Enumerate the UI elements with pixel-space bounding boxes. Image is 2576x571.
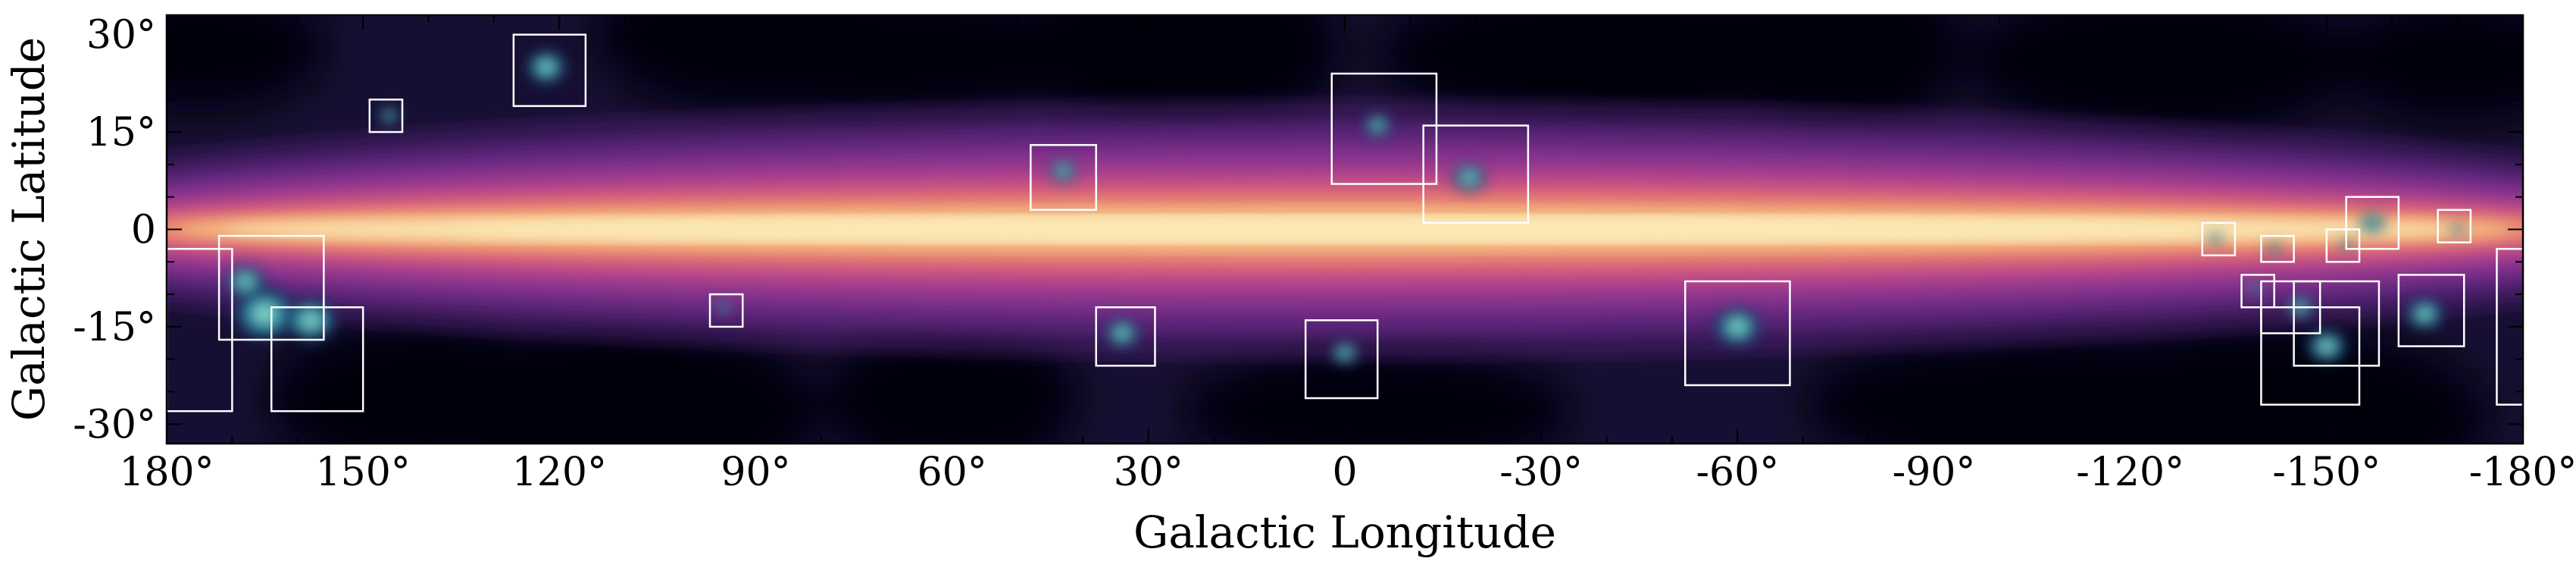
cloud-core	[258, 309, 271, 319]
dark-patch	[2328, 15, 2523, 125]
molecular-cloud	[715, 301, 730, 313]
molecular-cloud	[2267, 243, 2282, 255]
molecular-cloud	[527, 51, 565, 83]
cloud-core	[2322, 343, 2331, 350]
x-tick-label: -90°	[1893, 450, 1976, 495]
region-box	[2397, 274, 2465, 347]
region-box	[167, 247, 233, 413]
cloud-core	[721, 306, 725, 309]
region-box-layer	[167, 33, 2523, 413]
region-box	[2260, 306, 2361, 406]
molecular-cloud	[1050, 160, 1077, 182]
region-box	[2260, 234, 2295, 263]
dark-patch	[1868, 329, 2262, 444]
dark-patch	[1965, 15, 2360, 140]
x-axis-label: Galactic Longitude	[1133, 507, 1556, 558]
region-box	[512, 33, 587, 108]
cloud-core	[387, 114, 392, 118]
x-tick-label: 180°	[119, 450, 214, 495]
molecular-cloud	[1715, 308, 1760, 346]
dark-patch	[167, 15, 329, 112]
region-box	[1330, 72, 1438, 185]
dark-patch	[592, 15, 919, 115]
cloud-core	[2214, 237, 2217, 240]
y-tick-label: 0	[131, 208, 156, 253]
cloud-core	[2272, 247, 2276, 250]
region-box	[2201, 221, 2237, 256]
cloud-core	[2421, 310, 2429, 317]
x-tick-labels: 180° 150° 120° 90° 60° 30° 0 -30° -60° -90° -120° -…	[119, 450, 2576, 495]
cloud-core	[2456, 228, 2459, 231]
x-tick-label: 30°	[1114, 450, 1183, 495]
molecular-cloud	[2307, 331, 2346, 362]
y-tick-labels: 30° 15° 0 -15° -30°	[73, 13, 156, 448]
region-box	[2345, 196, 2400, 250]
region-box	[1095, 306, 1156, 367]
molecular-cloud	[2360, 213, 2384, 233]
region-box	[368, 99, 404, 133]
region-box	[2240, 274, 2275, 309]
x-tick-label: 60°	[918, 450, 987, 495]
y-axis-label: Galactic Latitude	[3, 37, 55, 421]
molecular-cloud	[286, 300, 336, 341]
x-tick-label: 150°	[316, 450, 411, 495]
x-tick-label: 0	[1332, 450, 1357, 495]
x-tick-label: -60°	[1696, 450, 1779, 495]
galactic-plane-emission	[167, 99, 2523, 359]
cloud-core	[1061, 168, 1066, 174]
tick-layer	[166, 15, 2524, 444]
region-box	[2293, 280, 2381, 367]
molecular-cloud	[2407, 299, 2443, 329]
cloud-core	[1465, 174, 1473, 180]
cloud-core	[542, 64, 551, 71]
x-tick-label: -120°	[2076, 450, 2184, 495]
cloud-core	[1733, 323, 1743, 331]
x-tick-label: -150°	[2272, 450, 2381, 495]
x-tick-label: -30°	[1499, 450, 1583, 495]
cloud-core	[241, 278, 249, 285]
molecular-cloud	[1105, 319, 1140, 347]
y-tick-label: -30°	[73, 402, 156, 447]
region-box	[1683, 280, 1791, 387]
y-tick-label: -15°	[73, 305, 156, 350]
region-box	[1030, 143, 1097, 212]
dark-patch	[427, 316, 822, 444]
molecular-cloud	[2247, 281, 2262, 294]
region-box	[1304, 319, 1379, 400]
cloud-core	[2370, 221, 2375, 225]
y-tick-label: 15°	[86, 110, 156, 155]
x-tick-label: -180°	[2469, 450, 2576, 495]
y-tick-label: 30°	[86, 13, 156, 58]
molecular-cloud	[2208, 233, 2223, 246]
cloud-core	[1374, 123, 1380, 128]
region-box	[2325, 228, 2361, 263]
cloud-core	[1342, 350, 1348, 355]
plot-area	[167, 15, 2523, 444]
molecular-cloud	[1452, 164, 1486, 191]
molecular-cloud	[380, 108, 399, 124]
x-tick-label: 90°	[721, 450, 790, 495]
band-core	[449, 218, 2240, 240]
molecular-cloud	[2451, 224, 2465, 235]
cloud-core	[2252, 287, 2256, 290]
molecular-cloud	[1365, 115, 1391, 136]
region-box	[1422, 124, 1530, 224]
molecular-cloud	[1331, 342, 1358, 364]
region-box	[708, 293, 744, 328]
cloud-core	[305, 315, 316, 325]
region-box	[2437, 209, 2472, 243]
molecular-cloud	[234, 288, 296, 340]
region-box	[2496, 247, 2523, 406]
molecular-cloud	[226, 265, 264, 297]
cloud-core	[1118, 330, 1126, 337]
region-box	[270, 306, 364, 413]
x-tick-label: 120°	[512, 450, 607, 495]
